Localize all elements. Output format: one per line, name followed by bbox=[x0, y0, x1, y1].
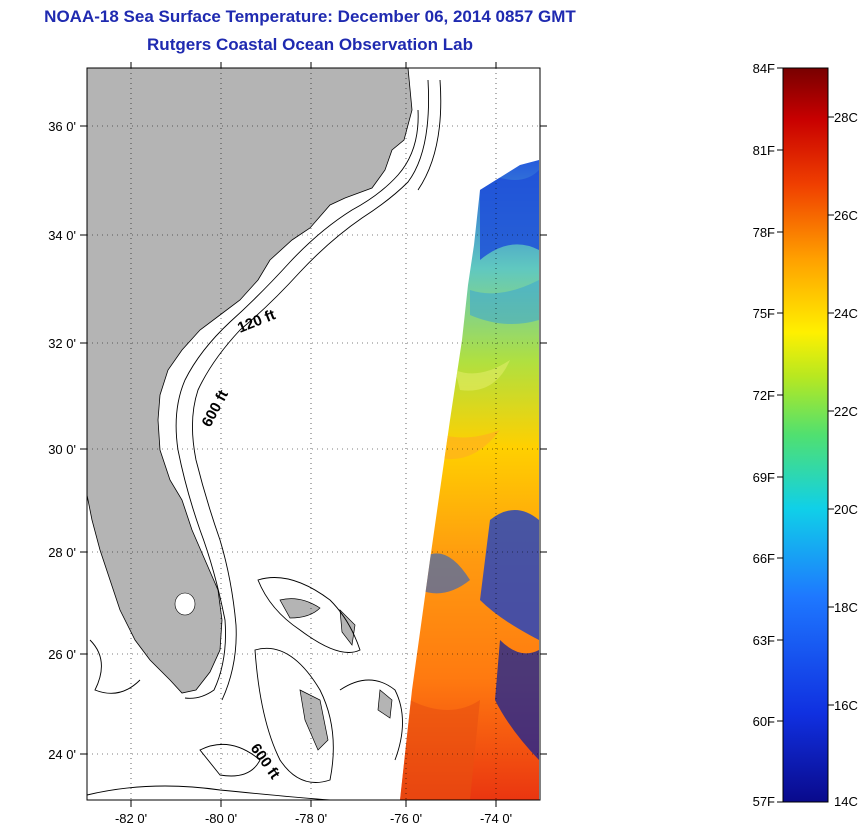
lat-label: 36 0' bbox=[48, 119, 76, 134]
lat-label: 26 0' bbox=[48, 647, 76, 662]
colorbar-f-label: 75F bbox=[753, 306, 775, 321]
lat-label: 24 0' bbox=[48, 747, 76, 762]
colorbar-c-label: 26C bbox=[834, 208, 858, 223]
lon-label: -76 0' bbox=[390, 811, 422, 826]
colorbar-f-label: 84F bbox=[753, 61, 775, 76]
colorbar-f-label: 63F bbox=[753, 633, 775, 648]
isobath-lines bbox=[87, 79, 442, 800]
colorbar-f-label: 81F bbox=[753, 143, 775, 158]
graticule bbox=[87, 68, 540, 800]
lat-label: 28 0' bbox=[48, 545, 76, 560]
lat-label: 30 0' bbox=[48, 442, 76, 457]
colorbar-f-label: 57F bbox=[753, 794, 775, 809]
map-title: NOAA-18 Sea Surface Temperature: Decembe… bbox=[44, 7, 576, 26]
colorbar-c-label: 16C bbox=[834, 698, 858, 713]
colorbar-f-label: 78F bbox=[753, 225, 775, 240]
lon-label: -80 0' bbox=[205, 811, 237, 826]
colorbar-c-label: 24C bbox=[834, 306, 858, 321]
bahamas-islands bbox=[279, 598, 393, 751]
land-mainland bbox=[87, 68, 413, 694]
colorbar-f-label: 66F bbox=[753, 551, 775, 566]
colorbar-ticks bbox=[777, 67, 834, 803]
map-subtitle: Rutgers Coastal Ocean Observation Lab bbox=[147, 35, 473, 54]
lat-label: 32 0' bbox=[48, 336, 76, 351]
lat-label: 34 0' bbox=[48, 228, 76, 243]
colorbar-f-label: 69F bbox=[753, 470, 775, 485]
colorbar-f-label: 72F bbox=[753, 388, 775, 403]
colorbar-c-label: 28C bbox=[834, 110, 858, 125]
colorbar-c-label: 18C bbox=[834, 600, 858, 615]
lon-label: -78 0' bbox=[295, 811, 327, 826]
colorbar-c-label: 20C bbox=[834, 502, 858, 517]
colorbar-f-label: 60F bbox=[753, 714, 775, 729]
lon-label: -74 0' bbox=[480, 811, 512, 826]
colorbar-c-label: 22C bbox=[834, 404, 858, 419]
map-border bbox=[86, 67, 541, 801]
lon-label: -82 0' bbox=[115, 811, 147, 826]
lake bbox=[174, 592, 196, 616]
axis-ticks bbox=[80, 62, 547, 807]
colorbar bbox=[782, 67, 829, 803]
colorbar-c-label: 14C bbox=[834, 794, 858, 809]
